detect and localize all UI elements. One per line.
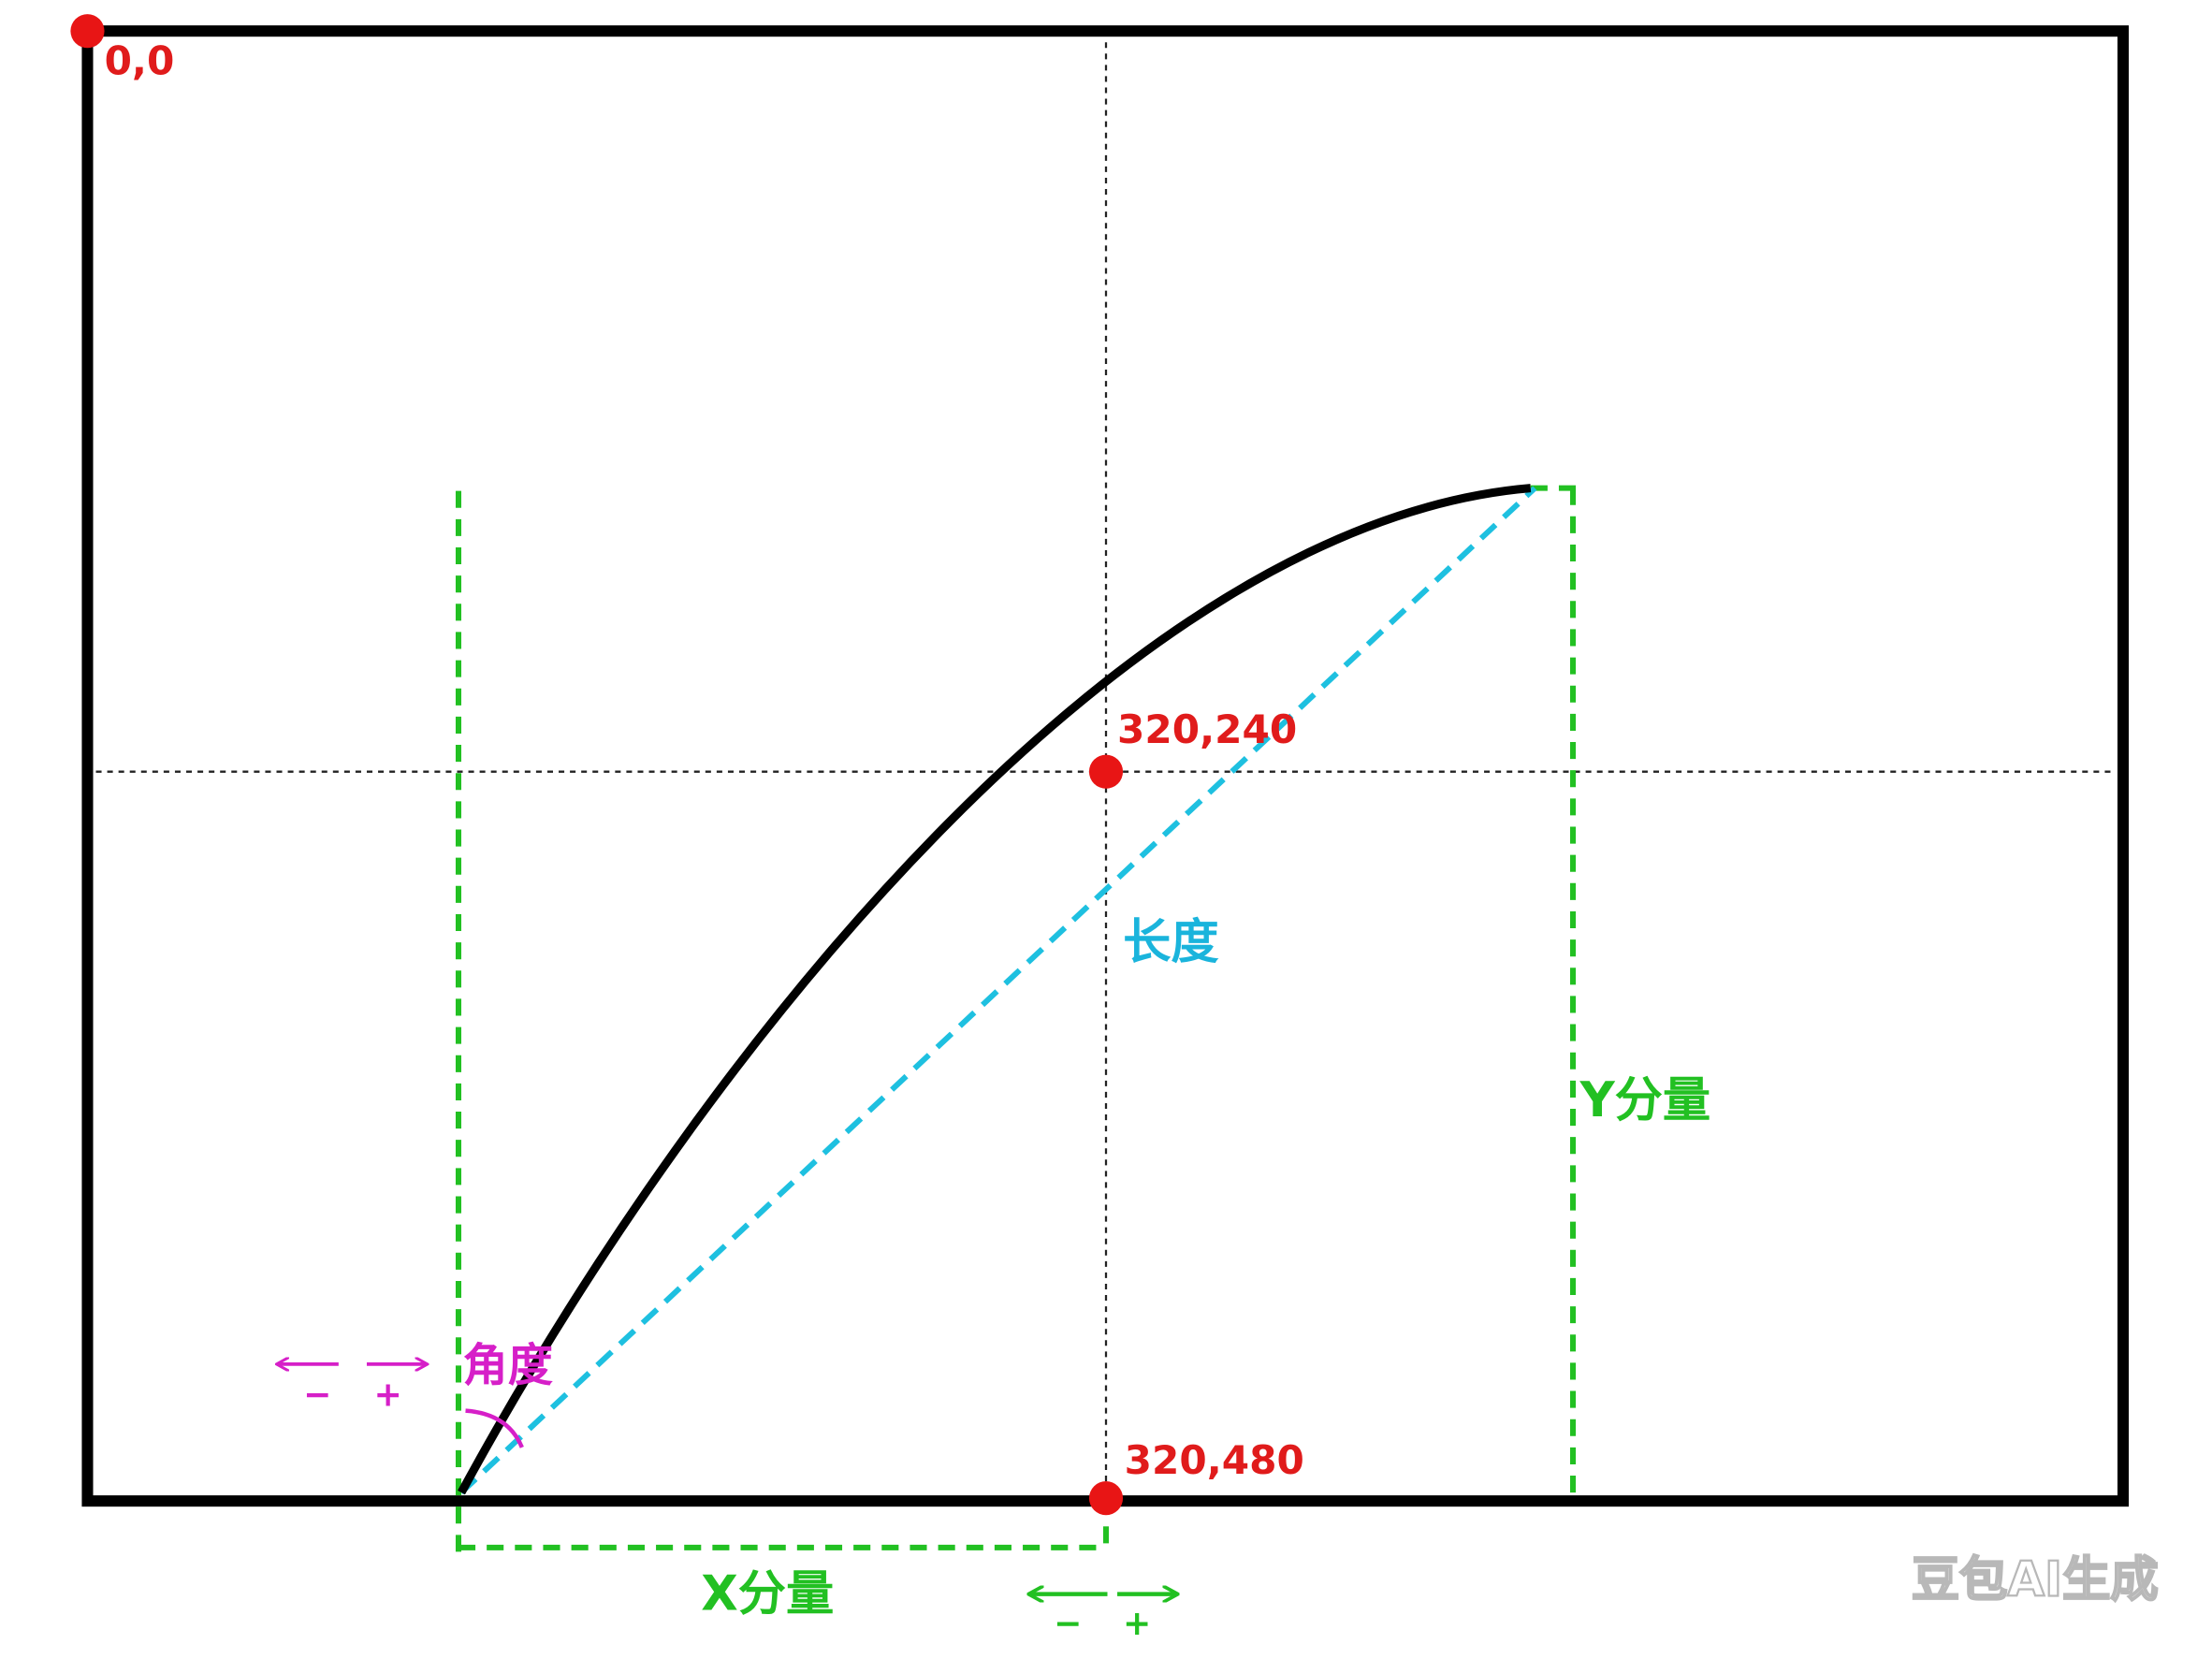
length-line [458,486,1537,1495]
point-label: 320,240 [1117,706,1297,752]
point-label: 320,480 [1125,1437,1304,1483]
angle-plus: + [373,1375,401,1415]
y-component-label: Y分量 [1579,1072,1711,1128]
x-minus: − [1054,1603,1082,1643]
length-label: 长度 [1123,914,1219,970]
angle-minus: − [303,1375,331,1415]
center-point [1088,754,1124,789]
bottom-center-point [1088,1481,1124,1516]
trajectory [458,484,1532,1495]
origin-point [70,14,105,49]
component-lines [455,485,1580,1555]
x-plus: + [1123,1603,1151,1643]
x-component-label: X分量 [701,1566,834,1623]
watermark: 豆包AI生成 [1912,1552,2159,1608]
angle-label: 角度 [463,1339,554,1391]
point-label: 0,0 [105,37,175,83]
angle-arc [465,1408,524,1448]
